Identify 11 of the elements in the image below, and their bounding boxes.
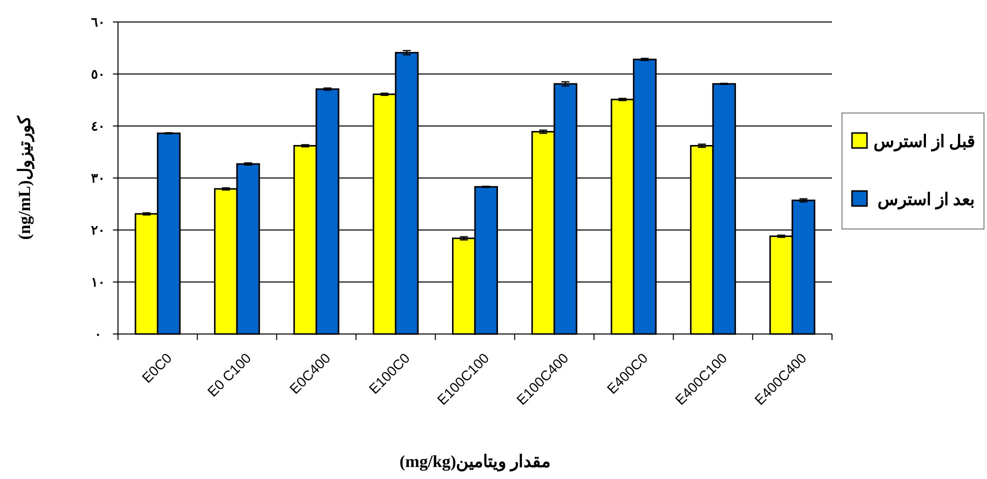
legend-label: قبل از استرس	[874, 132, 975, 152]
legend-label: بعد از استرس	[878, 190, 975, 210]
y-tick-label: ٥٠	[91, 66, 105, 82]
y-axis-title: کورتیزول(ng/mL)	[15, 115, 35, 240]
y-tick-label: ٢٠	[91, 222, 105, 238]
y-tick-label: ٣٠	[91, 170, 105, 186]
y-tick-label: ٤٠	[91, 118, 105, 134]
y-tick-label: ٦٠	[91, 14, 105, 30]
y-tick-label: ٠	[94, 326, 102, 342]
x-axis-title: مقدار ویتامین(mg/kg)	[400, 452, 550, 472]
y-tick-label: ١٠	[91, 274, 105, 290]
